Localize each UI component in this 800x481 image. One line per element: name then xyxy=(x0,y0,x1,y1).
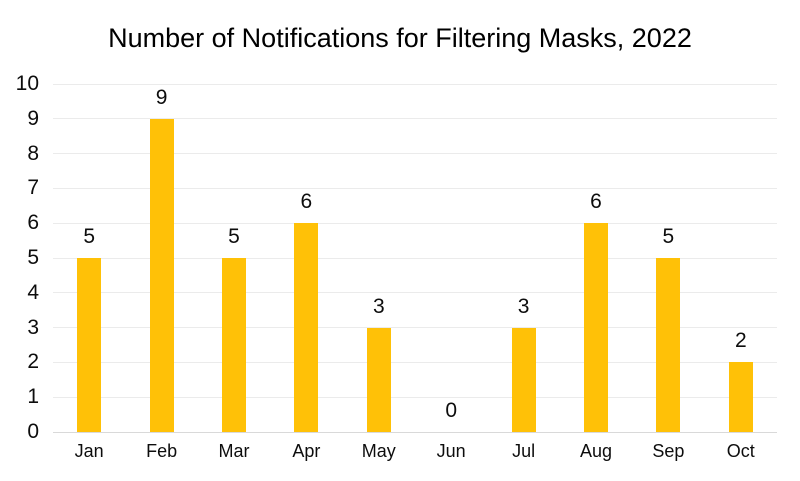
y-tick-label: 7 xyxy=(27,176,39,200)
gridline xyxy=(53,118,777,120)
y-tick-label: 10 xyxy=(15,72,39,95)
x-tick-label: May xyxy=(361,441,396,461)
y-tick-label: 2 xyxy=(27,350,39,374)
bar-value-label: 6 xyxy=(590,190,602,213)
gridline xyxy=(53,396,777,398)
y-tick-label: 9 xyxy=(27,106,39,130)
bar-jan xyxy=(77,258,101,432)
x-tick-label: Apr xyxy=(292,441,321,461)
x-tick-label: Oct xyxy=(726,441,755,461)
gridline xyxy=(53,153,777,155)
y-tick-label: 6 xyxy=(27,211,39,235)
gridline xyxy=(53,292,777,294)
bar-value-label: 0 xyxy=(445,399,458,422)
bar-mar xyxy=(222,258,246,432)
x-tick-label: Mar xyxy=(218,441,250,461)
x-axis-line xyxy=(53,431,777,433)
x-tick-label: Jan xyxy=(74,441,104,461)
bar-value-label: 3 xyxy=(372,295,385,318)
bar-value-label: 3 xyxy=(517,295,530,318)
gridline xyxy=(53,257,777,259)
x-tick-label: Jul xyxy=(512,441,536,461)
y-tick-label: 3 xyxy=(27,315,39,339)
x-tick-label: Feb xyxy=(146,441,178,461)
y-tick-label: 0 xyxy=(27,420,39,443)
bar-oct xyxy=(729,362,753,432)
x-tick-label: Aug xyxy=(579,441,613,461)
bar-value-label: 5 xyxy=(83,225,96,248)
y-tick-label: 5 xyxy=(27,246,39,269)
gridline xyxy=(53,361,777,363)
y-tick-label: 4 xyxy=(27,280,39,304)
bar-apr xyxy=(294,223,318,432)
bar-sep xyxy=(656,258,680,432)
chart-title: Number of Notifications for Filtering Ma… xyxy=(108,23,692,53)
bar-value-label: 5 xyxy=(662,225,675,248)
gridline xyxy=(53,187,777,189)
bar-value-label: 9 xyxy=(155,86,168,109)
y-tick-label: 1 xyxy=(27,385,39,409)
bar-may xyxy=(367,328,391,432)
bar-value-label: 2 xyxy=(734,329,747,352)
bar-value-label: 6 xyxy=(300,190,313,213)
x-tick-label: Jun xyxy=(436,441,466,461)
gridline xyxy=(53,83,777,85)
gridline xyxy=(53,327,777,329)
y-tick-label: 8 xyxy=(27,141,39,165)
x-tick-label: Sep xyxy=(652,441,685,461)
bar-value-label: 5 xyxy=(228,225,240,248)
gridline xyxy=(53,222,777,224)
bar-feb xyxy=(150,119,174,432)
bar-aug xyxy=(584,223,608,432)
bar-jul xyxy=(512,328,536,432)
